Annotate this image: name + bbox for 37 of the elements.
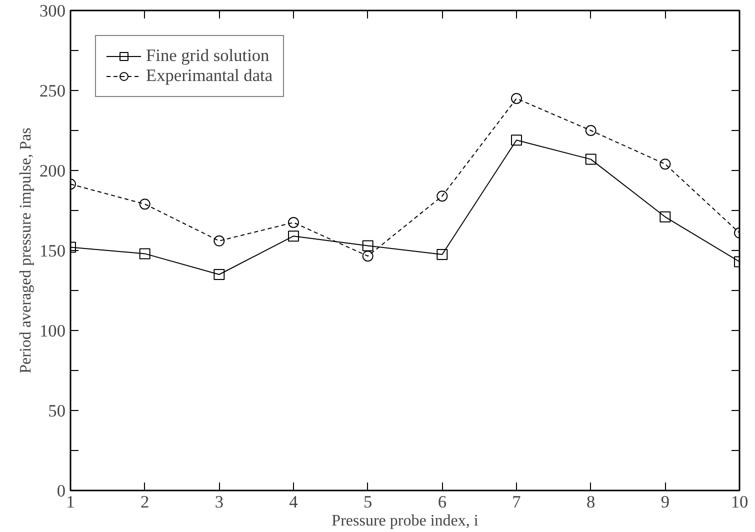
point [139, 248, 150, 260]
point [214, 235, 225, 246]
point [585, 154, 596, 165]
point [362, 240, 374, 252]
point [585, 125, 596, 136]
x-tick-label: 6 [438, 492, 447, 512]
x-tick-label: 2 [140, 492, 150, 512]
x-tick-label: 7 [512, 492, 522, 512]
x-tick-label: 1 [66, 492, 75, 512]
y-tick-label: 100 [40, 322, 66, 340]
legend-label: Fine grid solution [146, 46, 270, 66]
point [436, 249, 448, 260]
point [660, 211, 671, 222]
y-axis-title: Period averaged pressure impulse, Pas [18, 128, 35, 374]
x-tick-label: 10 [730, 492, 748, 512]
y-tick-label: 300 [40, 2, 66, 20]
x-tick-label: 3 [214, 492, 224, 512]
y-tick-label: 200 [40, 162, 66, 180]
legend-label: Experimantal data [146, 66, 273, 86]
point [511, 134, 522, 146]
point [436, 190, 448, 202]
y-tick-label: 50 [48, 402, 66, 420]
y-tick-label: 250 [40, 82, 66, 100]
x-tick-label: 8 [586, 492, 596, 512]
x-tick-label: 4 [289, 492, 298, 512]
point [139, 198, 150, 210]
point [660, 158, 671, 170]
y-tick-label: 150 [40, 242, 66, 260]
point [288, 217, 299, 228]
x-tick-label: 9 [660, 492, 670, 512]
point [288, 230, 299, 242]
x-axis-title: Pressure probe index, i [332, 512, 479, 530]
x-tick-label: 5 [364, 492, 372, 512]
point [362, 250, 374, 262]
point [214, 269, 225, 280]
y-tick-label: 0 [56, 482, 66, 500]
point [511, 93, 522, 104]
